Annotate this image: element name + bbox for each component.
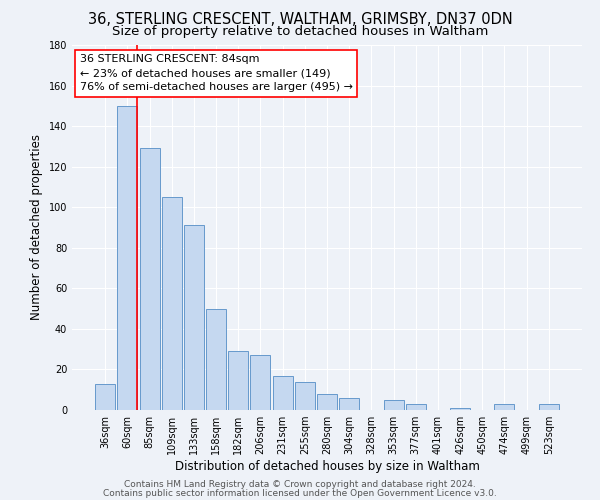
Bar <box>184 226 204 410</box>
Bar <box>95 384 115 410</box>
Y-axis label: Number of detached properties: Number of detached properties <box>30 134 43 320</box>
Text: Size of property relative to detached houses in Waltham: Size of property relative to detached ho… <box>112 25 488 38</box>
Bar <box>206 308 226 410</box>
Bar <box>450 408 470 410</box>
Bar <box>250 355 271 410</box>
Bar <box>494 404 514 410</box>
Text: Contains public sector information licensed under the Open Government Licence v3: Contains public sector information licen… <box>103 489 497 498</box>
Bar <box>162 197 182 410</box>
Bar <box>295 382 315 410</box>
Bar <box>406 404 426 410</box>
Bar <box>272 376 293 410</box>
Bar <box>228 351 248 410</box>
Text: Contains HM Land Registry data © Crown copyright and database right 2024.: Contains HM Land Registry data © Crown c… <box>124 480 476 489</box>
Bar <box>383 400 404 410</box>
Text: 36 STERLING CRESCENT: 84sqm
← 23% of detached houses are smaller (149)
76% of se: 36 STERLING CRESCENT: 84sqm ← 23% of det… <box>80 54 353 92</box>
Bar <box>339 398 359 410</box>
Bar <box>118 106 137 410</box>
Bar <box>317 394 337 410</box>
Bar <box>140 148 160 410</box>
X-axis label: Distribution of detached houses by size in Waltham: Distribution of detached houses by size … <box>175 460 479 473</box>
Text: 36, STERLING CRESCENT, WALTHAM, GRIMSBY, DN37 0DN: 36, STERLING CRESCENT, WALTHAM, GRIMSBY,… <box>88 12 512 28</box>
Bar <box>539 404 559 410</box>
